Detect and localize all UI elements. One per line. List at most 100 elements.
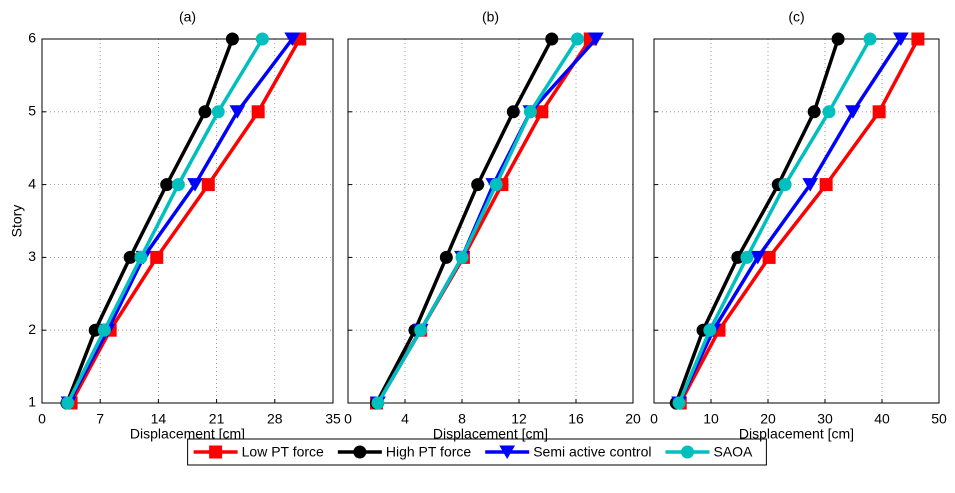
series-line bbox=[677, 38, 872, 404]
y-tick-label: 6 bbox=[28, 30, 36, 46]
legend: Low PT force High PT force Semi active con… bbox=[187, 438, 767, 466]
marker bbox=[171, 178, 185, 192]
y-tick-label: 4 bbox=[28, 175, 36, 191]
marker bbox=[97, 323, 111, 337]
marker bbox=[545, 32, 559, 46]
marker bbox=[680, 445, 694, 459]
x-axis-label: Displacement [cm] bbox=[739, 426, 854, 442]
plot-area bbox=[348, 39, 633, 403]
x-tick-label: 30 bbox=[817, 411, 833, 427]
marker bbox=[499, 445, 516, 459]
series-line bbox=[678, 38, 920, 404]
x-tick-label: 20 bbox=[760, 411, 776, 427]
marker bbox=[892, 32, 909, 46]
marker bbox=[439, 250, 453, 264]
x-tick-label: 14 bbox=[151, 411, 167, 427]
x-tick-label: 20 bbox=[625, 411, 641, 427]
marker bbox=[455, 250, 469, 264]
marker bbox=[123, 250, 137, 264]
series-line bbox=[376, 38, 579, 404]
marker bbox=[778, 178, 792, 192]
marker bbox=[588, 32, 604, 46]
x-tick-label: 10 bbox=[703, 411, 719, 427]
legend-label: Semi active control bbox=[533, 444, 651, 460]
marker bbox=[134, 250, 148, 264]
marker bbox=[187, 178, 203, 192]
plot-frame bbox=[41, 38, 334, 404]
series-line bbox=[69, 38, 302, 404]
x-tick-label: 16 bbox=[568, 411, 584, 427]
x-tick-label: 21 bbox=[209, 411, 225, 427]
x-axis-label: Displacement [cm] bbox=[433, 426, 548, 442]
marker bbox=[201, 178, 215, 192]
x-tick-label: 0 bbox=[344, 411, 352, 427]
x-tick-label: 0 bbox=[38, 411, 46, 427]
marker bbox=[353, 445, 367, 459]
marker bbox=[284, 32, 301, 46]
marker bbox=[414, 323, 428, 337]
x-tick-label: 0 bbox=[650, 411, 658, 427]
marker bbox=[535, 105, 549, 119]
legend-label: High PT force bbox=[386, 444, 472, 460]
marker bbox=[749, 250, 766, 265]
marker bbox=[911, 32, 925, 46]
marker bbox=[198, 105, 212, 119]
marker bbox=[872, 105, 886, 119]
panel-title: (a) bbox=[179, 9, 196, 25]
x-tick-label: 12 bbox=[511, 411, 527, 427]
marker bbox=[523, 105, 537, 119]
x-tick-label: 28 bbox=[267, 411, 283, 427]
series-line bbox=[67, 37, 294, 404]
marker bbox=[251, 105, 265, 119]
y-tick-label: 3 bbox=[28, 248, 36, 264]
marker bbox=[672, 396, 686, 410]
panel-title: (b) bbox=[482, 9, 499, 25]
x-tick-label: 4 bbox=[401, 411, 409, 427]
marker bbox=[61, 396, 75, 410]
legend-label: Low PT force bbox=[242, 444, 324, 460]
series-line bbox=[677, 38, 903, 404]
marker bbox=[160, 178, 174, 192]
x-tick-label: 50 bbox=[931, 411, 947, 427]
marker bbox=[807, 105, 821, 119]
marker bbox=[255, 32, 269, 46]
marker bbox=[831, 32, 845, 46]
marker bbox=[150, 250, 164, 264]
marker bbox=[802, 178, 819, 192]
marker bbox=[762, 250, 776, 264]
marker bbox=[822, 105, 836, 119]
series-line bbox=[674, 38, 840, 404]
y-axis-label: Story bbox=[9, 205, 25, 238]
plot-area bbox=[42, 39, 333, 403]
panel-title: (c) bbox=[788, 9, 804, 25]
marker bbox=[845, 105, 861, 119]
marker bbox=[489, 178, 503, 192]
y-tick-label: 1 bbox=[28, 394, 36, 410]
marker bbox=[209, 445, 223, 459]
x-tick-label: 7 bbox=[96, 411, 104, 427]
marker bbox=[506, 105, 520, 119]
marker bbox=[570, 32, 584, 46]
y-tick-label: 2 bbox=[28, 321, 36, 337]
marker bbox=[229, 105, 246, 119]
marker bbox=[740, 250, 754, 264]
marker bbox=[471, 178, 485, 192]
legend-label: SAOA bbox=[713, 444, 753, 460]
x-tick-label: 8 bbox=[458, 411, 466, 427]
y-tick-label: 5 bbox=[28, 103, 36, 119]
series-line bbox=[374, 38, 554, 404]
marker bbox=[371, 396, 385, 410]
x-tick-label: 35 bbox=[325, 411, 341, 427]
marker bbox=[225, 32, 239, 46]
marker bbox=[211, 105, 225, 119]
series-line bbox=[66, 38, 264, 404]
marker bbox=[819, 178, 833, 192]
x-tick-label: 40 bbox=[874, 411, 890, 427]
plot-frame bbox=[653, 38, 940, 404]
marker bbox=[703, 323, 717, 337]
marker bbox=[863, 32, 877, 46]
series-line bbox=[65, 38, 235, 404]
plot-frame bbox=[347, 38, 634, 404]
x-axis-label: Displacement [cm] bbox=[130, 426, 245, 442]
